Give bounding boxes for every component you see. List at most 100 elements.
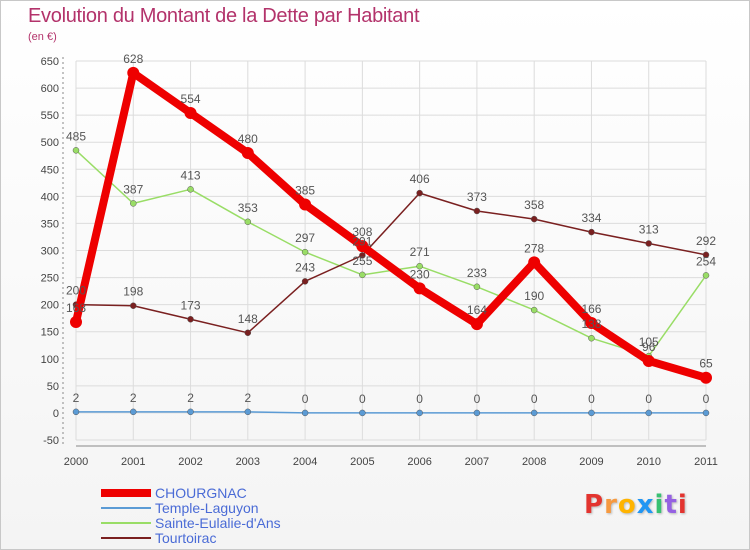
data-point — [473, 207, 481, 215]
data-label: 271 — [410, 245, 430, 259]
data-point — [528, 256, 541, 269]
data-label: 2 — [73, 391, 80, 405]
logo-letter: o — [617, 490, 637, 520]
x-tick-label: 2010 — [636, 456, 660, 468]
logo-letter: i — [677, 490, 688, 520]
data-label: 2 — [130, 391, 137, 405]
data-point — [72, 147, 80, 154]
data-label: 297 — [295, 231, 315, 245]
data-point — [473, 409, 481, 417]
data-label: 198 — [123, 285, 143, 299]
logo-letter: i — [654, 490, 665, 520]
legend-swatch — [101, 537, 151, 539]
y-tick-label: 300 — [41, 246, 59, 258]
y-tick-label: 350 — [41, 218, 59, 230]
data-label: 233 — [467, 266, 487, 280]
data-label: 308 — [352, 225, 372, 239]
y-tick-label: 650 — [41, 56, 59, 68]
data-label: 385 — [295, 183, 315, 197]
chart-title: Evolution du Montant de la Dette par Hab… — [28, 5, 420, 27]
data-point — [645, 409, 652, 417]
y-tick-label: 450 — [41, 164, 59, 176]
legend-label: Tourtoirac — [155, 530, 217, 546]
data-point — [645, 240, 652, 247]
data-label: 0 — [416, 392, 423, 406]
data-point — [359, 252, 366, 259]
x-tick-label: 2003 — [236, 456, 260, 468]
data-label: 148 — [238, 312, 258, 326]
y-tick-label: 100 — [41, 354, 59, 366]
data-point — [130, 302, 137, 309]
data-point — [244, 218, 252, 226]
data-label: 373 — [467, 190, 487, 204]
data-label: 292 — [696, 234, 716, 248]
data-point — [72, 408, 80, 416]
chart-unit: (en €) — [28, 31, 57, 43]
data-label: 358 — [524, 198, 544, 212]
data-point — [299, 198, 312, 211]
data-point — [530, 215, 538, 223]
proxiti-logo: Proxiti — [584, 490, 688, 520]
data-point — [702, 272, 710, 279]
data-point — [642, 354, 655, 367]
x-tick-label: 2001 — [121, 456, 145, 468]
x-tick-label: 2002 — [178, 456, 202, 468]
data-label: 0 — [703, 392, 710, 406]
data-label: 2 — [244, 391, 251, 405]
y-tick-label: -50 — [43, 435, 59, 447]
data-label: 2 — [187, 391, 194, 405]
x-tick-label: 2009 — [579, 456, 603, 468]
data-label: 0 — [474, 392, 481, 406]
y-tick-label: 500 — [41, 137, 59, 149]
y-tick-label: 550 — [41, 110, 59, 122]
data-label: 0 — [531, 392, 538, 406]
data-point — [413, 282, 426, 295]
data-point — [244, 329, 252, 337]
data-point — [530, 409, 538, 417]
data-point — [588, 409, 595, 417]
data-label: 190 — [524, 289, 544, 303]
data-point — [301, 409, 309, 417]
legend-label: Sainte-Eulalie-d'Ans — [155, 515, 281, 531]
y-tick-label: 400 — [41, 191, 59, 203]
data-point — [241, 147, 254, 160]
series-line-1 — [76, 411, 706, 414]
data-label: 230 — [410, 267, 430, 281]
y-tick-label: 150 — [41, 327, 59, 339]
series-line-2 — [75, 149, 707, 357]
logo-letter: P — [584, 490, 605, 520]
data-point — [702, 409, 710, 417]
data-point — [359, 409, 366, 417]
data-label: 353 — [238, 201, 258, 215]
data-point — [244, 408, 252, 416]
data-point — [187, 186, 194, 193]
logo-letter: r — [604, 490, 618, 520]
data-point — [416, 262, 423, 270]
data-label: 105 — [639, 335, 659, 349]
data-point — [588, 228, 595, 236]
y-tick-label: 0 — [53, 408, 59, 420]
data-label: 166 — [581, 302, 601, 316]
legend-swatch — [101, 507, 151, 509]
x-tick-label: 2000 — [64, 456, 88, 468]
data-point — [130, 200, 137, 207]
series-line-0 — [72, 68, 708, 382]
data-label: 554 — [181, 92, 201, 106]
data-point — [416, 189, 423, 197]
legend-swatch — [101, 522, 151, 524]
data-point — [127, 66, 140, 79]
data-point — [473, 283, 481, 291]
data-point — [187, 408, 194, 416]
data-label: 96 — [642, 340, 656, 354]
x-tick-label: 2011 — [694, 456, 718, 468]
y-tick-label: 200 — [41, 300, 59, 312]
data-label: 138 — [581, 317, 601, 331]
logo-letter: t — [664, 490, 678, 520]
data-label: 628 — [123, 52, 143, 66]
data-label: 65 — [699, 357, 713, 371]
data-label: 413 — [181, 168, 201, 182]
data-label: 278 — [524, 241, 544, 255]
data-label: 387 — [123, 182, 143, 196]
data-point — [416, 409, 423, 417]
